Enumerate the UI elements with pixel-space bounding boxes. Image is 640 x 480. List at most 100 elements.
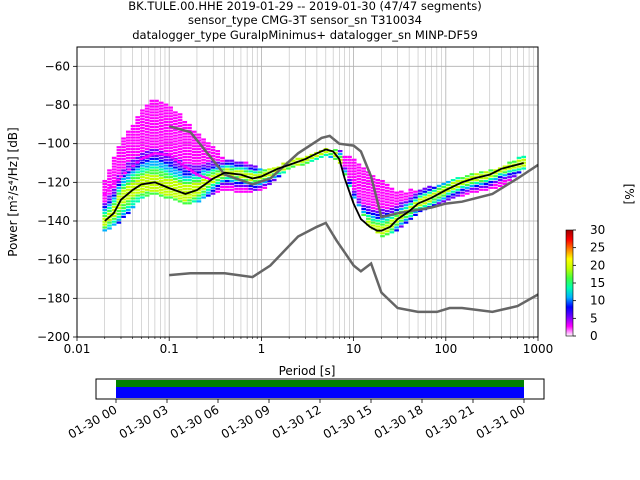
density-cell xyxy=(121,209,126,213)
density-cell xyxy=(121,178,126,181)
density-cell xyxy=(408,191,414,194)
density-cell xyxy=(347,170,352,173)
density-cell xyxy=(370,215,376,218)
density-cell xyxy=(375,228,381,231)
density-cell xyxy=(163,115,169,118)
density-cell xyxy=(394,200,399,203)
density-cell xyxy=(207,178,212,181)
density-cell xyxy=(389,231,395,234)
density-cell xyxy=(469,181,475,185)
density-cell xyxy=(403,192,409,195)
density-cell xyxy=(173,172,178,175)
density-cell xyxy=(173,183,178,187)
density-cell xyxy=(125,200,131,203)
density-cell xyxy=(118,175,123,178)
density-cell xyxy=(168,106,173,109)
density-cell xyxy=(130,153,136,157)
density-cell xyxy=(464,186,470,189)
density-cell xyxy=(168,170,173,173)
density-cell xyxy=(163,138,169,141)
density-cell xyxy=(361,181,366,185)
density-cell xyxy=(125,142,131,145)
density-cell xyxy=(173,178,178,181)
density-cell xyxy=(201,138,206,141)
density-cell xyxy=(107,218,112,221)
density-cell xyxy=(135,156,141,159)
density-cell xyxy=(135,127,141,130)
density-cell xyxy=(111,191,117,194)
density-cell xyxy=(158,185,164,188)
density-cell xyxy=(173,111,178,114)
density-cell xyxy=(125,145,131,148)
density-cell xyxy=(177,156,183,159)
density-cell xyxy=(163,155,169,158)
density-cell xyxy=(234,179,239,182)
density-cell xyxy=(168,121,173,124)
density-cell xyxy=(163,176,169,179)
density-cell xyxy=(125,174,131,177)
density-cell xyxy=(479,174,484,177)
density-cell xyxy=(130,133,136,136)
density-cell xyxy=(196,200,202,203)
density-cell xyxy=(177,179,183,183)
density-cell xyxy=(248,170,253,173)
density-cell xyxy=(257,168,263,171)
density-cell xyxy=(516,168,522,171)
density-cell xyxy=(290,159,296,162)
density-cell xyxy=(206,145,211,148)
density-cell xyxy=(366,200,371,203)
density-cell xyxy=(163,193,169,196)
density-cell xyxy=(177,177,183,180)
density-cell xyxy=(144,119,150,122)
density-cell xyxy=(356,189,362,192)
density-cell xyxy=(210,169,216,172)
density-cell xyxy=(356,198,362,201)
density-cell xyxy=(144,142,150,145)
density-cell xyxy=(125,177,131,180)
density-cell xyxy=(375,179,381,182)
density-cell xyxy=(154,128,159,131)
density-cell xyxy=(149,114,155,117)
density-cell xyxy=(107,198,112,201)
density-cell xyxy=(154,172,159,175)
density-cell xyxy=(455,185,461,188)
density-cell xyxy=(460,177,465,180)
density-cell xyxy=(163,158,169,161)
density-cell xyxy=(121,204,126,207)
density-cell xyxy=(361,210,366,214)
density-cell xyxy=(257,188,263,191)
density-cell xyxy=(158,165,164,168)
density-cell xyxy=(248,187,253,190)
density-cell xyxy=(215,190,221,193)
density-cell xyxy=(248,179,253,182)
density-cell xyxy=(446,180,451,184)
density-cell xyxy=(182,144,188,147)
density-cell xyxy=(366,206,371,209)
density-cell xyxy=(191,133,197,136)
density-cell xyxy=(182,167,188,170)
density-cell xyxy=(149,125,155,129)
density-cell xyxy=(511,166,517,169)
density-cell xyxy=(177,165,183,168)
density-cell xyxy=(408,206,414,209)
density-cell xyxy=(154,102,159,105)
density-cell xyxy=(464,189,470,192)
density-cell xyxy=(422,187,428,190)
density-cell xyxy=(347,173,352,176)
density-cell xyxy=(436,196,442,199)
density-cell xyxy=(154,146,159,149)
density-cell xyxy=(483,185,489,188)
density-cell xyxy=(516,165,522,168)
density-cell xyxy=(196,162,202,165)
density-cell xyxy=(163,112,169,115)
density-cell xyxy=(497,173,503,176)
density-cell xyxy=(121,192,126,195)
density-cell xyxy=(479,171,484,174)
density-cell xyxy=(375,222,381,225)
density-cell xyxy=(158,113,164,116)
density-cell xyxy=(163,179,169,182)
density-cell xyxy=(154,166,159,169)
density-cell xyxy=(125,159,131,162)
density-cell xyxy=(140,126,145,129)
